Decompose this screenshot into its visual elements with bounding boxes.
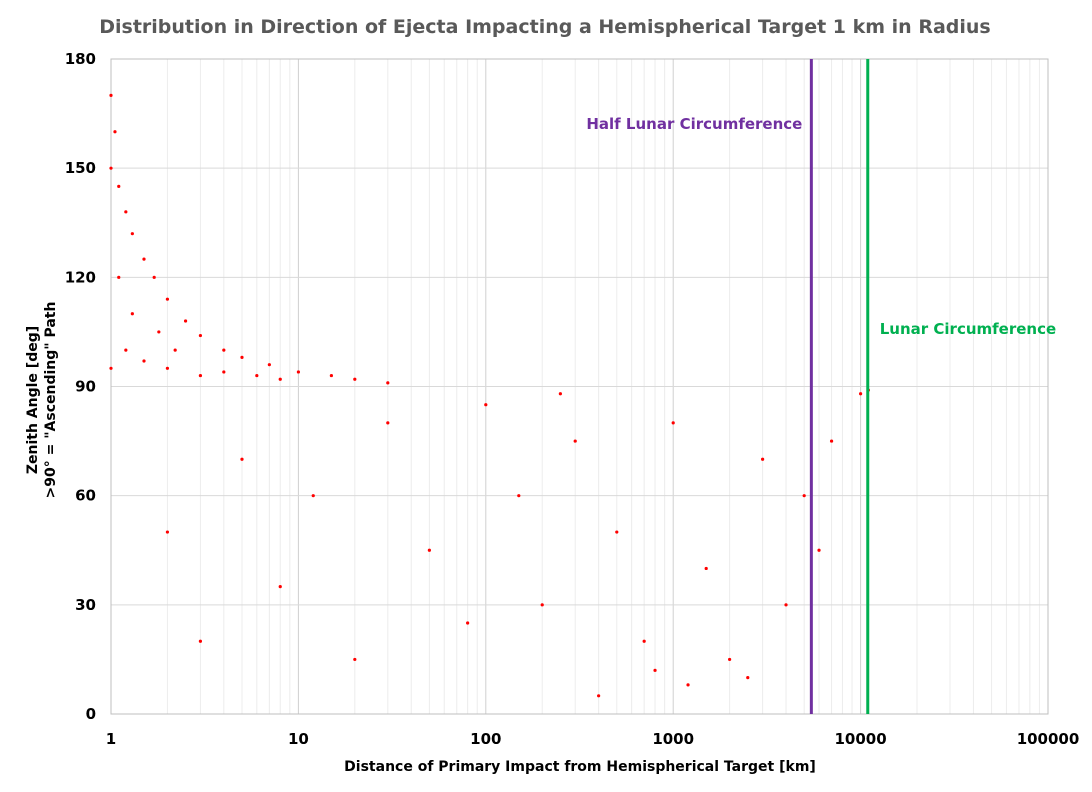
scatter-point (386, 421, 390, 425)
scatter-point (198, 333, 203, 338)
scatter-point (311, 494, 315, 498)
scatter-point (540, 603, 544, 607)
scatter-point (329, 373, 333, 378)
scatter-point (859, 392, 863, 396)
scatter-point (353, 657, 357, 662)
x-tick-label: 100000 (1017, 730, 1080, 748)
y-axis-label-group: Zenith Angle [deg] >90° = "Ascending" Pa… (25, 302, 59, 499)
scatter-point (278, 377, 282, 381)
x-tick-label: 10000 (835, 730, 887, 748)
scatter-point (198, 639, 203, 643)
x-tick-label: 1 (106, 730, 116, 748)
x-tick-label: 1000 (652, 730, 694, 748)
y-tick-label: 60 (75, 487, 96, 505)
scatter-point (157, 330, 161, 334)
scatter-point (130, 232, 134, 236)
y-tick-label: 30 (75, 596, 96, 614)
reference-line-label: Half Lunar Circumference (586, 115, 802, 133)
scatter-point (142, 359, 146, 363)
scatter-point (466, 621, 470, 625)
scatter-point (671, 421, 675, 425)
scatter-point (746, 676, 750, 680)
scatter-point (817, 548, 821, 552)
scatter-point (117, 184, 121, 188)
y-axis-label-line2: >90° = "Ascending" Path (43, 302, 59, 499)
scatter-point (240, 355, 244, 359)
scatter-point (130, 312, 134, 316)
scatter-point (653, 668, 657, 672)
scatter-point (267, 363, 271, 367)
scatter-point (296, 370, 300, 374)
scatter-point (517, 494, 521, 498)
scatter-point (109, 366, 113, 370)
scatter-point (597, 694, 601, 698)
y-tick-label: 90 (75, 378, 96, 396)
scatter-point (113, 130, 117, 134)
scatter-point (484, 403, 488, 407)
scatter-point (573, 439, 577, 443)
scatter-point (109, 93, 113, 97)
x-tick-label: 100 (470, 730, 501, 748)
scatter-point (222, 348, 226, 352)
scatter-point (240, 457, 244, 461)
y-tick-label: 180 (65, 50, 96, 68)
major-gridlines (110, 58, 1049, 715)
scatter-point (802, 494, 806, 498)
scatter-point (728, 657, 732, 662)
scatter-point (222, 370, 226, 374)
reference-line-label: Lunar Circumference (880, 320, 1056, 338)
scatter-point (278, 585, 282, 589)
chart-title: Distribution in Direction of Ejecta Impa… (99, 16, 990, 38)
scatter-point (255, 373, 259, 378)
scatter-point (165, 297, 170, 301)
scatter-point (165, 366, 170, 370)
scatter-point (173, 348, 177, 352)
reference-lines: Half Lunar Circumference Lunar Circumfere… (586, 59, 1056, 714)
x-axis-label: Distance of Primary Impact from Hemisphe… (344, 759, 816, 775)
scatter-point (704, 566, 708, 571)
scatter-point (124, 210, 128, 214)
scatter-point (152, 275, 156, 279)
y-tick-label: 120 (65, 268, 96, 286)
x-axis-tick-labels: 1 10 100 1000 10000 100000 (106, 730, 1080, 748)
scatter-points (109, 93, 870, 698)
scatter-point (761, 457, 765, 461)
scatter-point (109, 166, 113, 170)
scatter-point (142, 257, 146, 261)
scatter-point (165, 530, 170, 534)
scatter-point (124, 348, 128, 352)
y-tick-label: 0 (86, 705, 96, 723)
scatter-point (427, 548, 431, 552)
y-axis-label-line1: Zenith Angle [deg] (25, 326, 41, 474)
scatter-point (558, 392, 562, 396)
scatter-point (829, 439, 834, 443)
scatter-point (615, 530, 619, 534)
scatter-point (784, 603, 788, 607)
scatter-point (642, 639, 646, 643)
y-tick-label: 150 (65, 159, 96, 177)
scatter-point (198, 373, 203, 378)
scatter-point (353, 377, 357, 381)
y-axis-tick-labels: 0 30 60 90 120 150 180 (65, 50, 96, 723)
scatter-point (686, 683, 690, 687)
scatter-point (183, 319, 188, 323)
scatter-point (386, 381, 390, 385)
scatter-point (117, 275, 121, 279)
x-tick-label: 10 (288, 730, 309, 748)
plot-area-frame (110, 58, 1049, 715)
